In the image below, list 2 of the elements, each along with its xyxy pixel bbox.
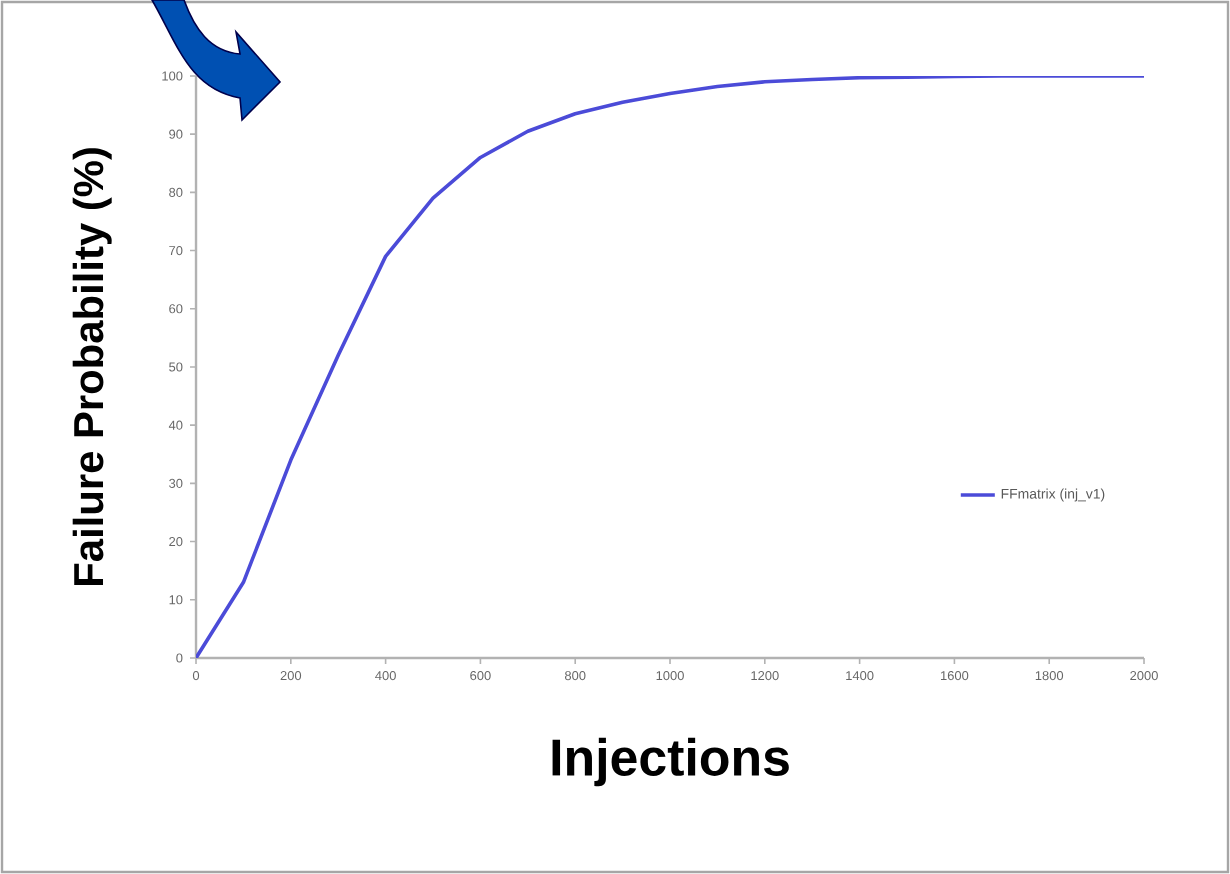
y-axis-title: Failure Probability (%) — [72, 148, 112, 586]
x-axis-title: Injections — [552, 737, 789, 787]
